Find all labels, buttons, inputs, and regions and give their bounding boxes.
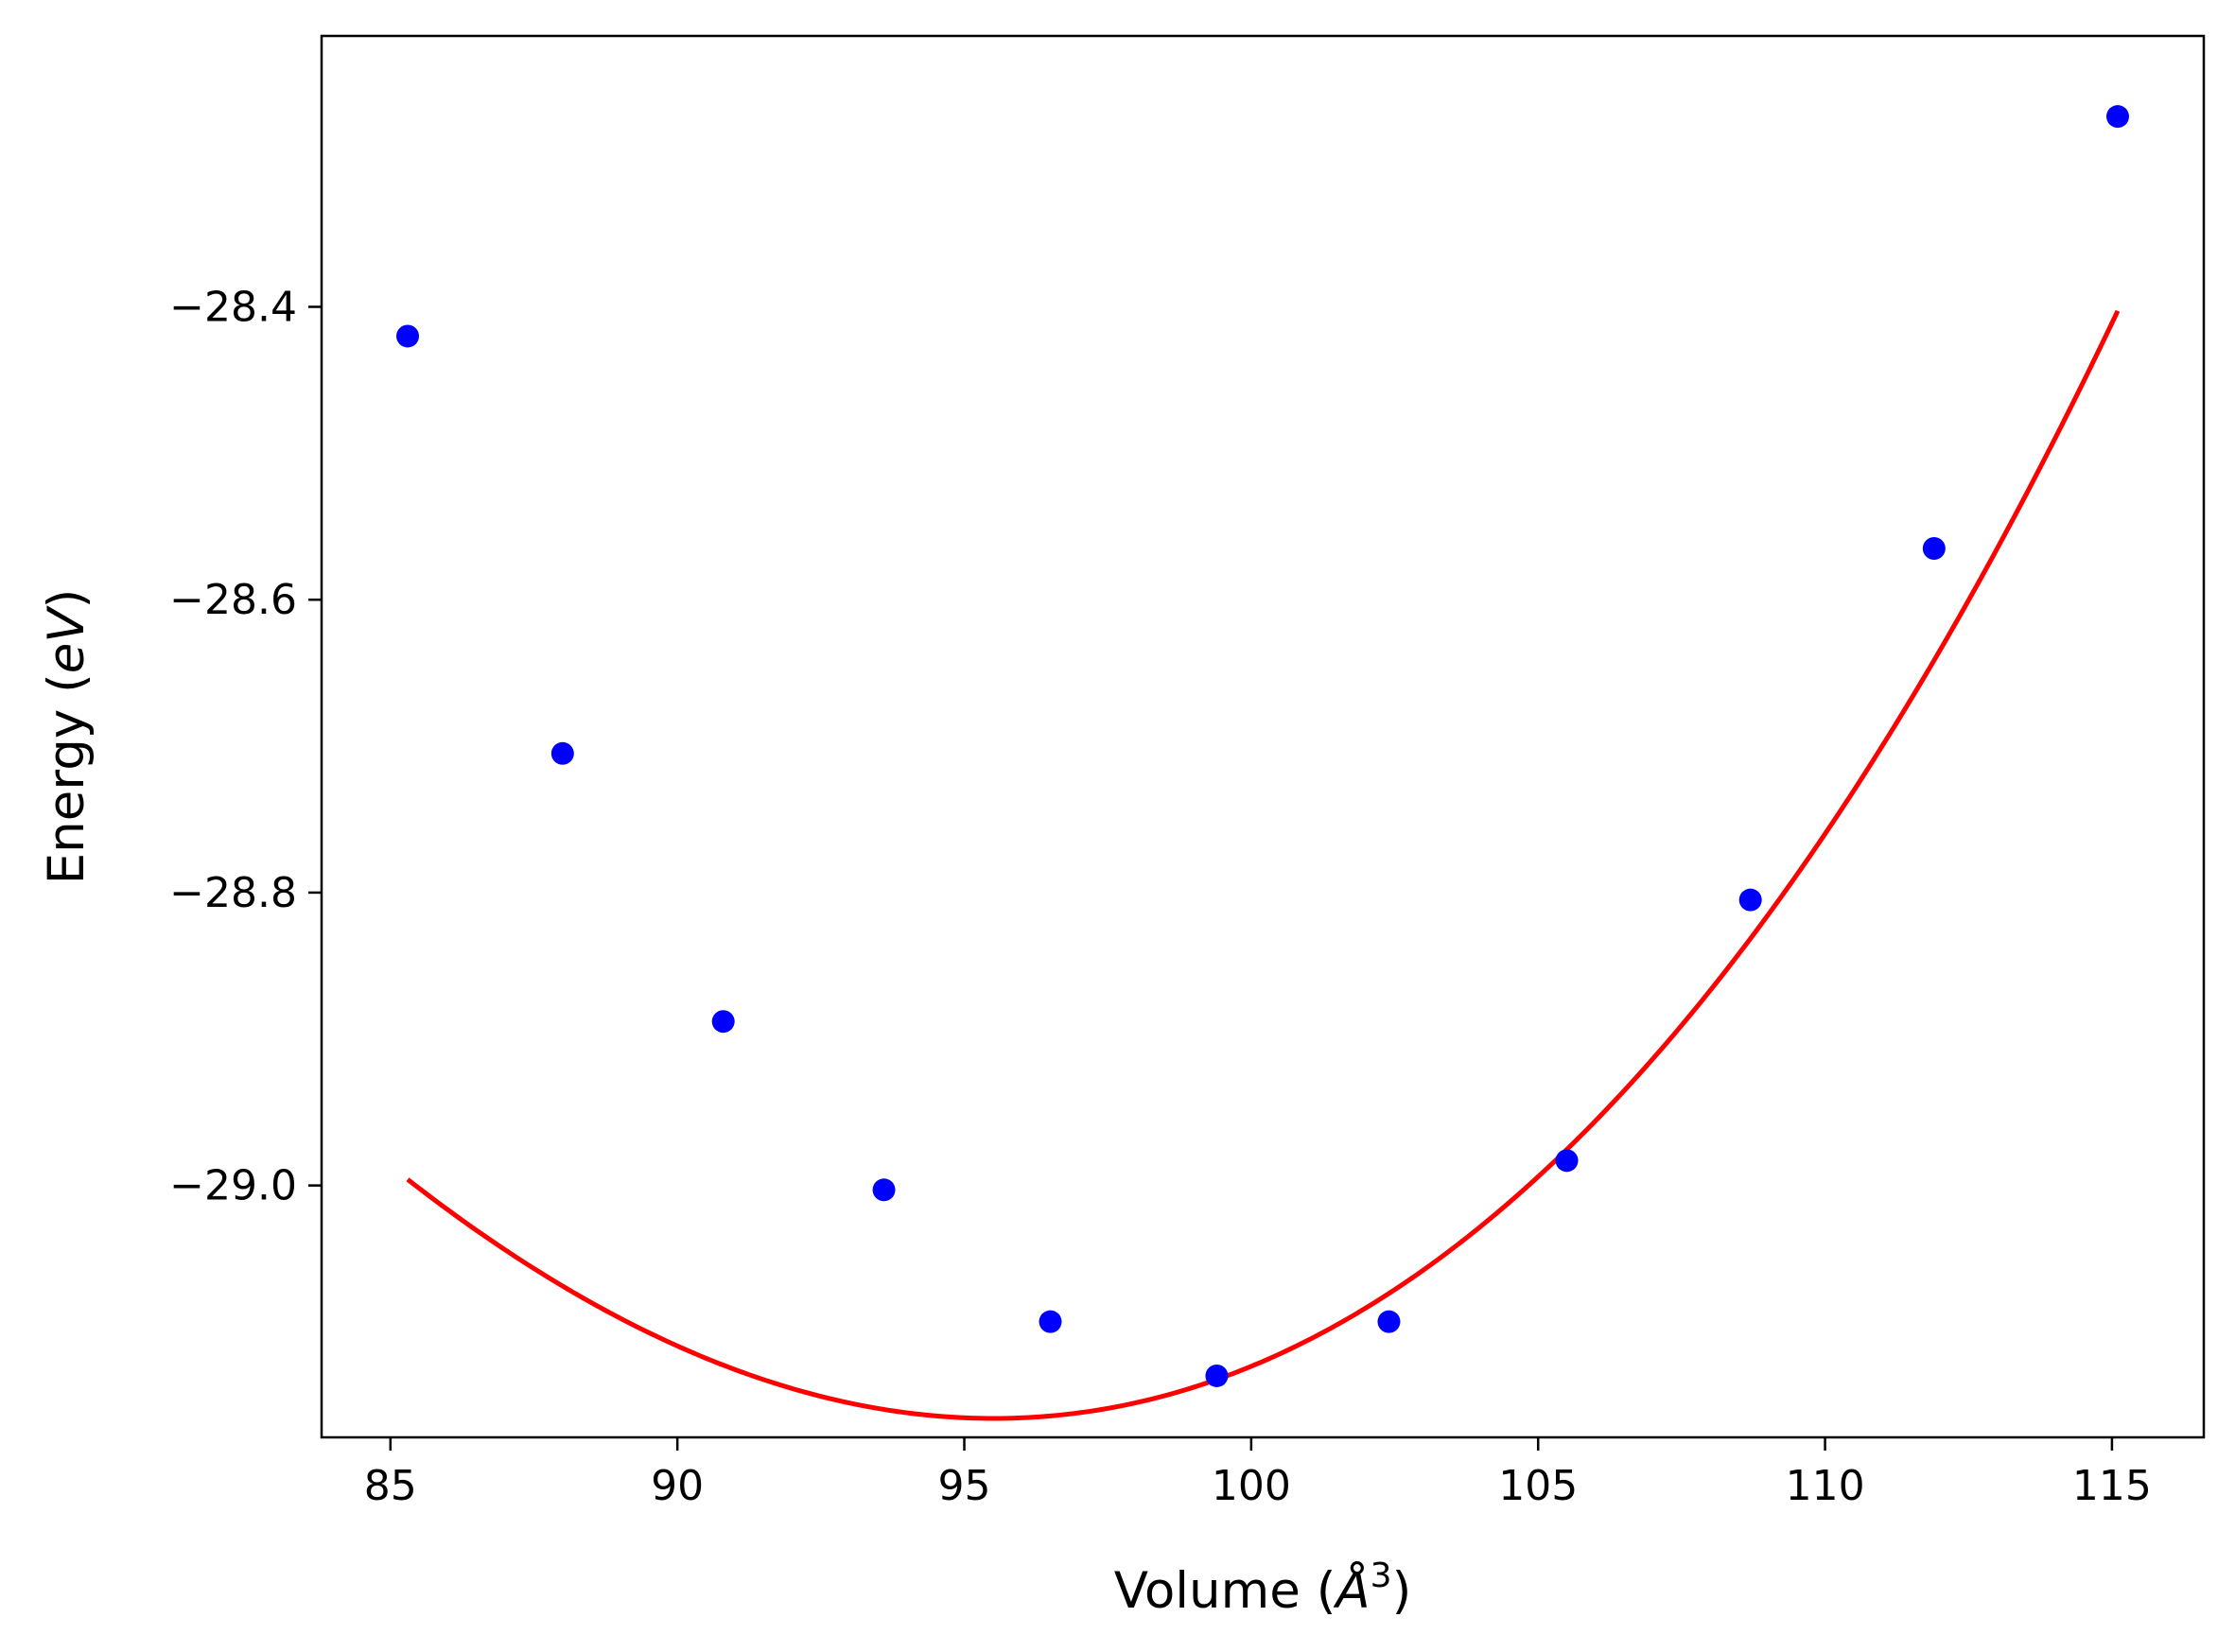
x-tick-label: 95 xyxy=(938,1462,991,1510)
data-point xyxy=(1205,1364,1229,1387)
x-axis-label-text: Volume ( xyxy=(1114,1562,1336,1620)
points-layer xyxy=(396,105,2129,1387)
plot-frame xyxy=(320,34,2206,1439)
data-point xyxy=(396,324,420,348)
y-tick-label: −28.8 xyxy=(169,869,297,917)
x-axis-ticks: 85 90 95 100 105 110 115 xyxy=(364,1437,2152,1510)
fit-layer xyxy=(406,309,2121,1421)
plot-background xyxy=(322,36,2204,1437)
x-tick-label: 105 xyxy=(1498,1462,1578,1510)
data-point xyxy=(711,1010,735,1034)
x-tick-label: 85 xyxy=(364,1462,417,1510)
data-point xyxy=(1555,1149,1579,1173)
x-tick-label: 90 xyxy=(651,1462,704,1510)
y-axis-label-close: ) xyxy=(38,589,96,609)
x-tick-label: 100 xyxy=(1212,1462,1291,1510)
y-axis-label: Energy (eV) xyxy=(38,589,96,885)
fit-curve xyxy=(406,309,2121,1421)
data-point xyxy=(872,1178,896,1202)
data-point xyxy=(550,741,574,765)
y-tick-label: −28.4 xyxy=(169,283,297,331)
x-axis-label-power: 3 xyxy=(1371,1556,1392,1595)
y-tick-label: −29.0 xyxy=(169,1162,297,1210)
x-axis-label: Volume (Å3) xyxy=(1114,1556,1412,1620)
x-tick-label: 115 xyxy=(2072,1462,2152,1510)
data-point xyxy=(1039,1310,1062,1333)
data-point xyxy=(2105,105,2129,129)
y-tick-label: −28.6 xyxy=(169,576,297,624)
y-axis-label-text: Energy ( xyxy=(38,673,96,884)
x-axis-label-unit: Å xyxy=(1333,1559,1370,1620)
y-axis-ticks: −28.4 −28.6 −28.8 −29.0 xyxy=(169,283,322,1210)
x-tick-label: 110 xyxy=(1786,1462,1865,1510)
x-axis-label-close: ) xyxy=(1392,1562,1412,1620)
data-point xyxy=(1922,537,1946,561)
data-point xyxy=(1377,1310,1401,1333)
y-axis-label-unit: eV xyxy=(38,605,96,674)
data-point xyxy=(1738,888,1762,912)
